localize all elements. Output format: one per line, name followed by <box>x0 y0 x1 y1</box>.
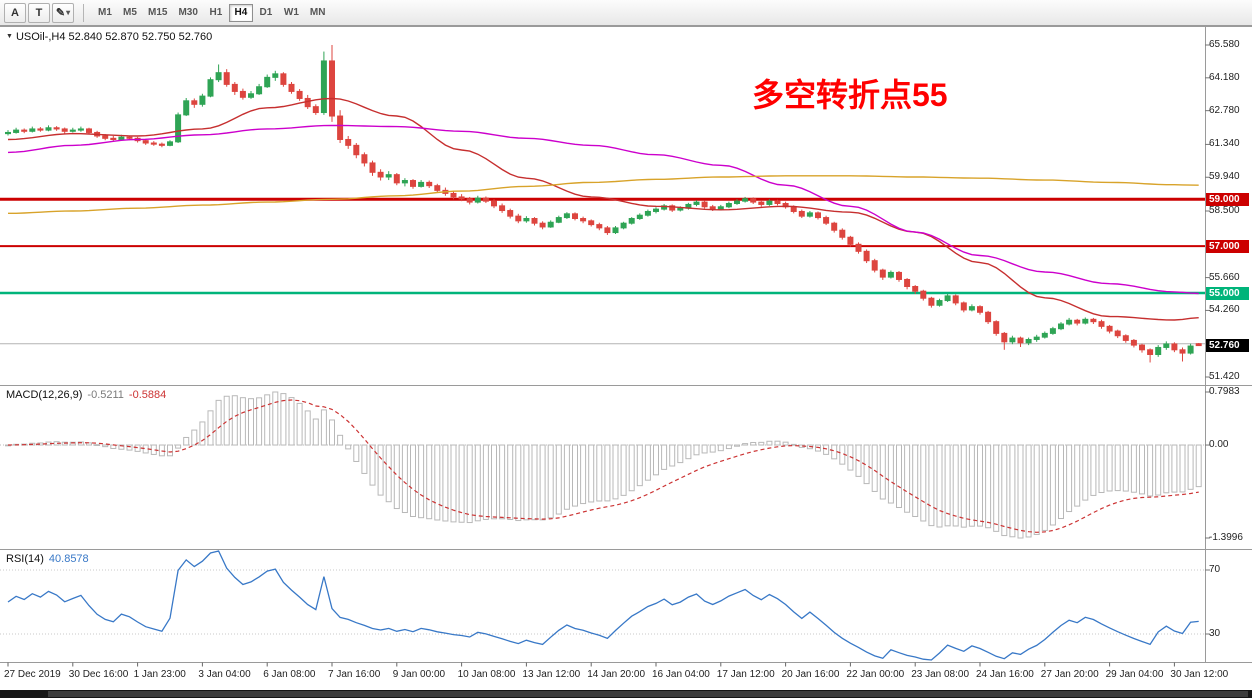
color-tool-button[interactable]: ✎ ▾ <box>52 2 74 23</box>
moving-averages <box>7 124 1199 295</box>
time-tick-label: 27 Jan 20:00 <box>1040 669 1099 680</box>
macd-main-value: -0.5211 <box>87 389 124 401</box>
price-level-badge: 59.000 <box>1206 192 1249 206</box>
horizontal-scrollbar[interactable] <box>0 690 1252 698</box>
time-tick-label: 13 Jan 12:00 <box>522 669 581 680</box>
time-tick-label: 17 Jan 12:00 <box>716 669 775 680</box>
time-tick-label: 3 Jan 04:00 <box>198 669 251 680</box>
rsi-line <box>7 550 1199 661</box>
time-tick-label: 29 Jan 04:00 <box>1105 669 1164 680</box>
symbol-ohlc-text: USOil-,H4 52.840 52.870 52.750 52.760 <box>15 31 213 43</box>
ma-fast-red-line <box>7 97 1199 321</box>
price-tick-label: 51.420 <box>1209 371 1240 382</box>
time-tick-label: 27 Dec 2019 <box>4 669 61 680</box>
price-tick-label: 59.940 <box>1209 171 1240 183</box>
chevron-down-icon: ▾ <box>66 8 71 17</box>
time-tick-label: 7 Jan 16:00 <box>328 669 381 680</box>
scrollbar-handle[interactable] <box>48 691 1248 697</box>
time-tick-label: 20 Jan 16:00 <box>781 669 840 680</box>
macd-tick-label: 0.7983 <box>1209 386 1240 397</box>
time-tick-label: 6 Jan 08:00 <box>263 669 316 680</box>
time-tick-label: 14 Jan 20:00 <box>587 669 646 680</box>
time-tick-label: 24 Jan 16:00 <box>976 669 1034 680</box>
macd-signal-value: -0.5884 <box>128 389 167 401</box>
price-level-badge: 52.760 <box>1206 339 1249 353</box>
toolbar-separator <box>83 3 84 22</box>
price-tick-label: 55.660 <box>1209 271 1240 283</box>
font-tool-label: A <box>11 6 19 19</box>
candles <box>5 45 1202 363</box>
timeframe-button-m1[interactable]: M1 <box>93 4 117 22</box>
macd-tick-label: -1.3996 <box>1209 532 1243 543</box>
time-tick-label: 22 Jan 00:00 <box>846 669 905 680</box>
symbol-header: ▼ USOil-,H4 52.840 52.870 52.750 52.760 <box>6 31 212 43</box>
price-level-badge: 57.000 <box>1206 239 1249 253</box>
timeframe-button-mn[interactable]: MN <box>305 4 331 22</box>
price-tick-label: 58.500 <box>1209 205 1240 216</box>
timeframe-button-m5[interactable]: M5 <box>118 4 142 22</box>
time-tick-label: 10 Jan 08:00 <box>457 669 516 680</box>
time-tick-label: 30 Dec 16:00 <box>68 669 129 680</box>
price-level-badge: 55.000 <box>1206 286 1249 300</box>
ma-slow-orange-line <box>8 175 1199 214</box>
timeframe-button-m15[interactable]: M15 <box>143 4 172 22</box>
panel-separators <box>0 26 1252 667</box>
rsi-value: 40.8578 <box>48 553 89 565</box>
price-tick-label: 65.580 <box>1209 39 1240 50</box>
timeframe-button-h4[interactable]: H4 <box>228 3 253 22</box>
annotation-text: 多空转折点55 <box>752 77 948 113</box>
timeframe-button-d1[interactable]: D1 <box>254 4 278 22</box>
price-tick-label: 64.180 <box>1209 71 1240 83</box>
collapse-triangle-icon: ▼ <box>6 33 13 40</box>
text-tool-label: T <box>35 6 43 19</box>
timeframe-button-h1[interactable]: H1 <box>204 4 228 22</box>
macd-header: MACD(12,26,9) -0.5211 -0.5884 <box>6 389 166 401</box>
horizontal-level-lines <box>0 197 1205 345</box>
moving-averages <box>8 175 1199 214</box>
rsi-tick-label: 30 <box>1209 628 1221 639</box>
time-tick-label: 9 Jan 00:00 <box>392 669 446 680</box>
timeframe-button-w1[interactable]: W1 <box>279 4 304 22</box>
font-tool-button[interactable]: A <box>4 2 26 23</box>
time-tick-label: 1 Jan 23:00 <box>133 669 186 680</box>
price-tick-label: 54.260 <box>1209 304 1240 316</box>
rsi-panel <box>0 550 1205 661</box>
price-tick-label: 62.780 <box>1209 104 1240 116</box>
toolbar: A T ✎ ▾ M1 M5 M15 M30 H1 H4 D1 W1 MN <box>0 0 1252 26</box>
rsi-label: RSI(14) <box>6 553 44 565</box>
text-tool-button[interactable]: T <box>28 2 50 23</box>
macd-histogram <box>0 391 1205 539</box>
timeframe-button-m30[interactable]: M30 <box>173 4 202 22</box>
pencil-icon: ✎ <box>55 7 66 19</box>
price-tick-label: 61.340 <box>1209 138 1240 150</box>
time-tick-label: 23 Jan 08:00 <box>911 669 970 680</box>
ma-mid-magenta-line <box>7 124 1199 295</box>
macd-label: MACD(12,26,9) <box>6 389 83 401</box>
macd-tick-label: 0.00 <box>1209 439 1229 451</box>
moving-averages <box>7 97 1199 321</box>
rsi-header: RSI(14) 40.8578 <box>6 553 89 565</box>
time-tick-label: 30 Jan 12:00 <box>1170 669 1229 680</box>
time-tick-label: 16 Jan 04:00 <box>652 669 710 680</box>
rsi-tick-label: 70 <box>1209 564 1221 575</box>
timeframe-buttons: M1 M5 M15 M30 H1 H4 D1 W1 MN <box>93 3 331 22</box>
